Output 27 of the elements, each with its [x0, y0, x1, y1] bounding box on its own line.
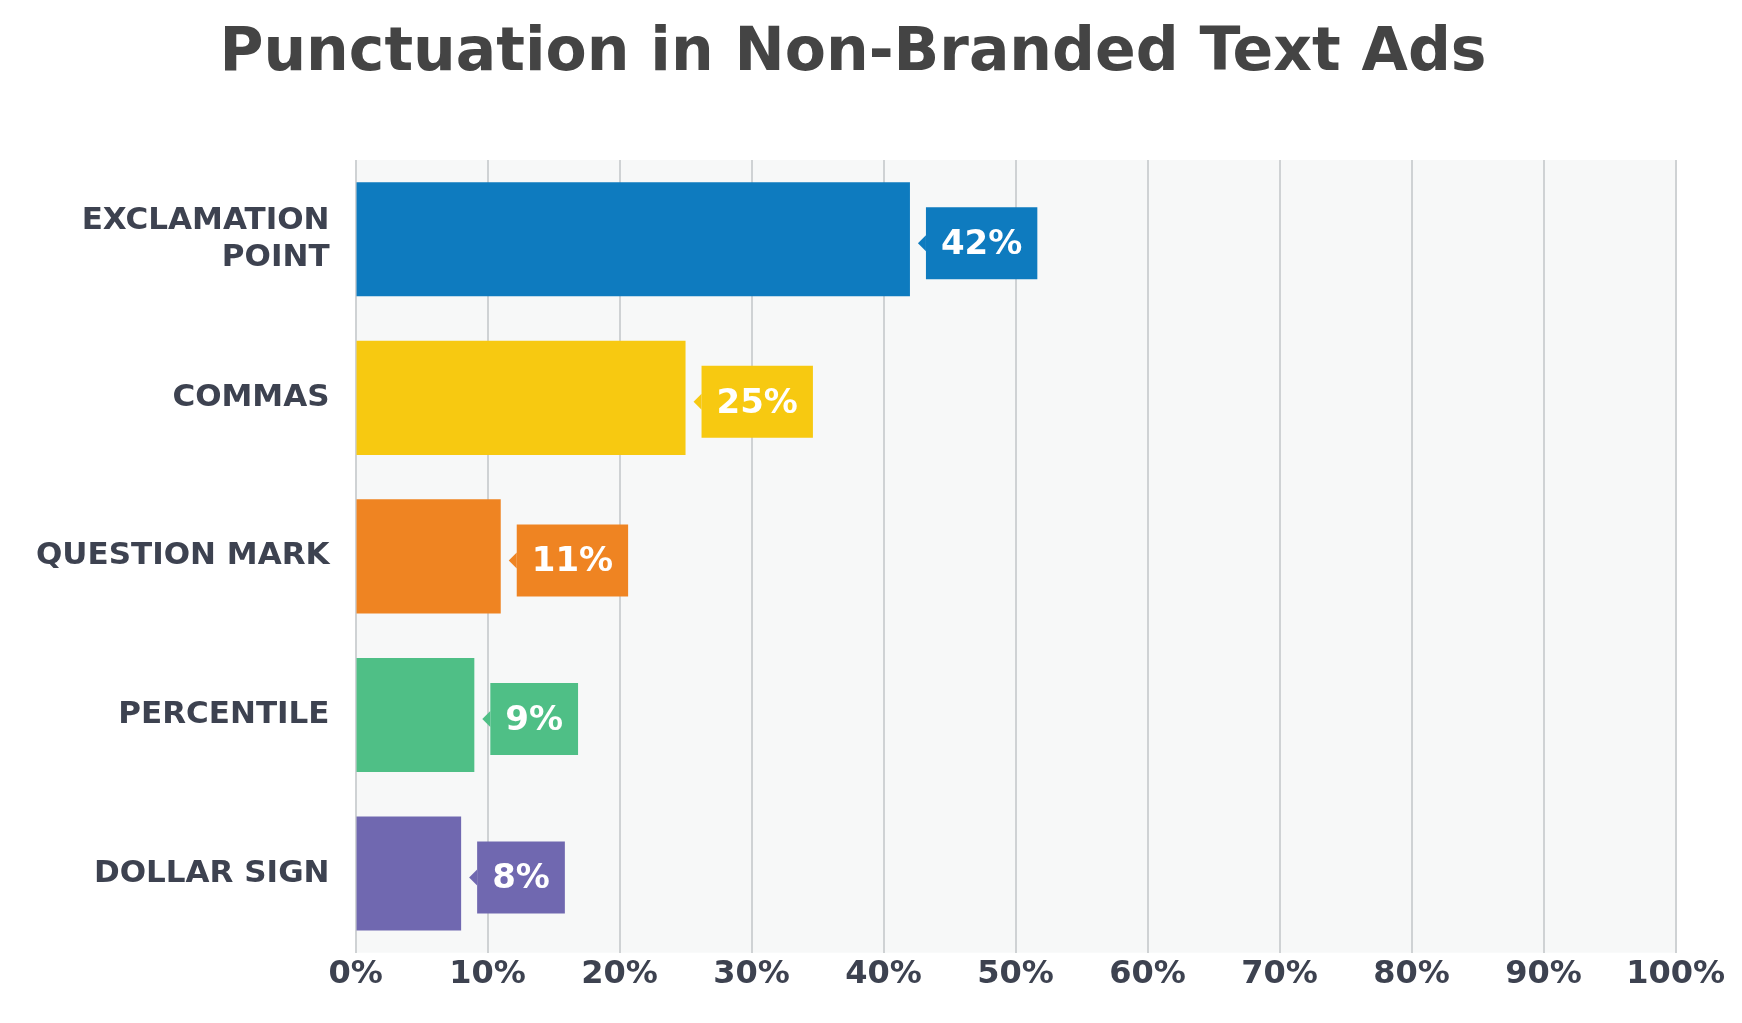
x-tick-label: 10% — [449, 953, 526, 992]
bar — [356, 499, 501, 614]
bar — [356, 657, 475, 773]
chart-title: Punctuation in Non-Branded Text Ads — [219, 13, 1487, 84]
x-tick-label: 30% — [713, 953, 790, 992]
y-tick-label: COMMAS — [172, 376, 330, 413]
x-tick-label: 20% — [581, 953, 658, 992]
y-tick-label: QUESTION MARK — [36, 535, 331, 572]
x-tick-label: 40% — [845, 953, 922, 992]
data-label: 9% — [505, 697, 564, 738]
y-tick-label: DOLLAR SIGN — [94, 852, 330, 889]
y-tick-label: PERCENTILE — [118, 694, 330, 731]
data-label: 42% — [940, 222, 1023, 263]
bar — [356, 340, 686, 455]
data-label: 25% — [716, 380, 798, 421]
x-tick-label: 50% — [977, 953, 1054, 992]
data-label: 11% — [531, 539, 614, 580]
bar — [356, 182, 910, 297]
x-tick-label: 90% — [1505, 953, 1582, 992]
y-tick-label: EXCLAMATION POINT — [81, 199, 330, 273]
bar — [356, 816, 462, 931]
x-tick-label: 60% — [1109, 953, 1186, 992]
x-tick-label: 100% — [1626, 953, 1725, 992]
x-tick-label: 80% — [1373, 953, 1450, 992]
x-tick-label: 70% — [1241, 953, 1318, 992]
data-label: 8% — [492, 856, 550, 897]
x-tick-label: 0% — [328, 953, 383, 992]
